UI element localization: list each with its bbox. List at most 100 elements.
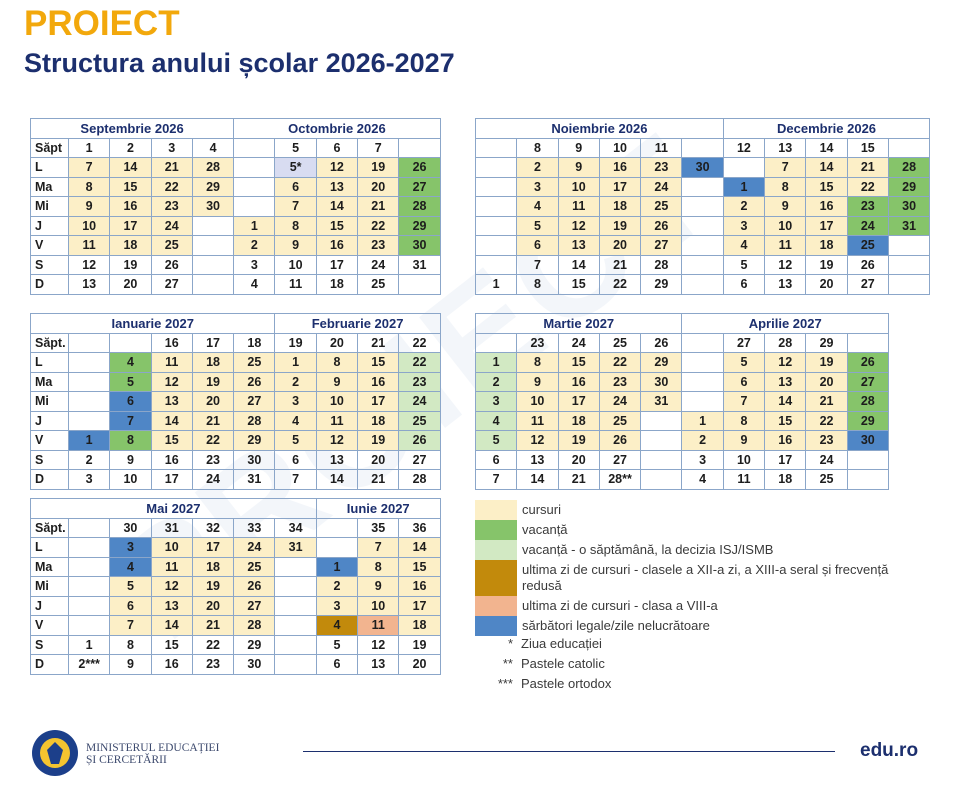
day-cell: 10	[764, 215, 807, 236]
day-cell: 1	[67, 430, 111, 451]
week-number: 34	[274, 517, 317, 538]
day-cell: 17	[398, 595, 441, 616]
day-cell: 2	[474, 371, 518, 392]
week-number	[233, 137, 276, 158]
day-cell: 9	[315, 371, 359, 392]
note-symbol: ***	[497, 675, 513, 691]
day-cell: 17	[191, 537, 235, 558]
legend-label: ultima zi de cursuri - clasa a VIII-a	[522, 598, 718, 613]
day-cell: 26	[846, 352, 889, 373]
week-number: 29	[805, 332, 848, 353]
day-cell: 11	[150, 556, 193, 577]
day-label: D	[30, 274, 69, 295]
footer-rule	[303, 751, 835, 752]
day-cell: 24	[398, 391, 441, 412]
day-cell: 13	[150, 391, 193, 412]
day-cell: 25	[233, 352, 276, 373]
week-number	[681, 137, 724, 158]
day-row: J 6 13 20 27 3 10 17	[30, 595, 441, 616]
day-cell: 1	[474, 274, 518, 295]
calendar: Septembrie 2026 Octombrie 2026 Săpt 1 2 3 4 5 6 7…	[29, 118, 441, 295]
day-cell: 26	[640, 215, 683, 236]
day-cell: 24	[233, 537, 276, 558]
day-row: 6 13 20 27 3 10 17 24	[474, 449, 889, 470]
day-cell: 29	[640, 274, 683, 295]
day-cell: 17	[764, 449, 807, 470]
legend-swatch	[475, 560, 517, 596]
day-cell	[233, 176, 276, 197]
legend-label: ultima zi de cursuri - clasele a XII-a z…	[522, 562, 889, 593]
day-cell: 13	[557, 235, 600, 256]
day-cell: 8	[315, 352, 359, 373]
day-cell: 16	[315, 235, 359, 256]
day-cell: 22	[150, 176, 193, 197]
day-cell	[681, 196, 724, 217]
day-cell: 14	[805, 157, 848, 178]
day-cell: 14	[315, 196, 359, 217]
day-cell: 19	[398, 634, 441, 655]
day-cell: 22	[846, 176, 889, 197]
day-cell: 20	[598, 235, 642, 256]
month-row: Ianuarie 2027 Februarie 2027	[29, 313, 441, 334]
day-cell: 30	[887, 196, 931, 217]
day-cell: 6	[315, 654, 359, 675]
day-cell: 5	[722, 254, 766, 275]
day-cell: 8	[109, 634, 152, 655]
week-number: 4	[191, 137, 235, 158]
logo	[32, 730, 78, 776]
day-cell: 30	[233, 449, 276, 470]
day-cell: 12	[315, 157, 359, 178]
day-row: 6 13 20 27 4 11 18 25	[474, 235, 931, 256]
calendar: Martie 2027 Aprilie 2027 23 24 25 26 27 28 29 1 8 1…	[474, 313, 889, 490]
week-number: 8	[516, 137, 559, 158]
day-cell: 26	[398, 430, 441, 451]
day-cell: 6	[109, 595, 152, 616]
day-cell: 19	[357, 157, 400, 178]
legend-item: ultima zi de cursuri - clasele a XII-a z…	[475, 560, 895, 596]
day-cell: 16	[150, 654, 193, 675]
day-cell: 17	[315, 254, 359, 275]
legend-label: cursuri	[522, 502, 562, 517]
day-cell: 23	[398, 371, 441, 392]
day-cell: 18	[315, 274, 359, 295]
week-number	[67, 332, 111, 353]
day-cell: 29	[640, 352, 683, 373]
day-cell: 17	[150, 469, 193, 490]
day-cell: 5	[474, 430, 518, 451]
note: ** Pastele catolic	[475, 653, 611, 673]
day-cell: 4	[681, 469, 724, 490]
day-cell: 12	[150, 371, 193, 392]
day-cell: 9	[557, 157, 600, 178]
day-cell: 5	[109, 371, 152, 392]
day-cell: 4	[274, 410, 317, 431]
day-cell: 21	[191, 410, 235, 431]
day-cell: 20	[357, 449, 400, 470]
day-cell: 8	[274, 215, 317, 236]
day-label: V	[30, 615, 69, 636]
week-number: 28	[764, 332, 807, 353]
day-cell	[474, 254, 518, 275]
week-number: 12	[722, 137, 766, 158]
day-cell: 13	[150, 595, 193, 616]
week-number: 33	[233, 517, 276, 538]
day-cell: 5	[516, 215, 559, 236]
day-cell: 3	[722, 215, 766, 236]
day-cell	[67, 391, 111, 412]
day-cell	[681, 274, 724, 295]
day-cell: 17	[557, 391, 600, 412]
day-row: Mi 6 13 20 27 3 10 17 24	[30, 391, 441, 412]
day-cell: 23	[357, 235, 400, 256]
day-row: V 1 8 15 22 29 5 12 19 26	[30, 430, 441, 451]
legend-item: ultima zi de cursuri - clasa a VIII-a	[475, 596, 895, 616]
ministry-line: MINISTERUL EDUCAȚIEI	[86, 742, 220, 754]
day-cell: 21	[846, 157, 889, 178]
day-cell: 15	[398, 556, 441, 577]
day-cell: 13	[357, 654, 400, 675]
day-cell: 27	[640, 235, 683, 256]
day-cell: 28**	[598, 469, 642, 490]
day-row: D 3 10 17 24 31 7 14 21 28	[30, 469, 441, 490]
day-cell: 24	[191, 469, 235, 490]
day-cell: 19	[805, 352, 848, 373]
day-cell: 10	[67, 215, 111, 236]
